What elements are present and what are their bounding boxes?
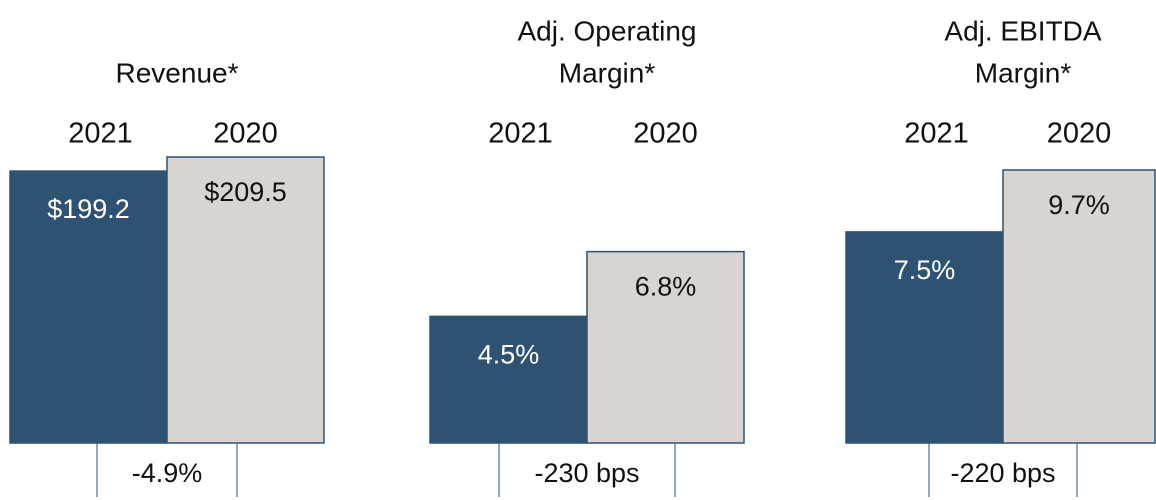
bar: [845, 231, 1004, 444]
value-label: $199.2: [47, 194, 130, 224]
chart-title: Adj. EBITDA: [944, 15, 1101, 46]
chart-title: Adj. Operating: [518, 15, 697, 46]
change-label: -220 bps: [950, 458, 1055, 488]
bar: [9, 170, 168, 444]
chart-title: Revenue*: [116, 57, 239, 88]
bar: [429, 315, 588, 444]
chart-title: Margin*: [559, 57, 656, 88]
value-label: 9.7%: [1048, 190, 1110, 220]
value-label: 4.5%: [478, 339, 540, 369]
category-label: 2021: [68, 118, 133, 150]
bar: [586, 250, 745, 444]
change-label: -230 bps: [534, 458, 639, 488]
bar: [1002, 169, 1156, 444]
category-label: 2020: [633, 118, 698, 150]
category-label: 2021: [488, 118, 553, 150]
value-label: 7.5%: [894, 255, 956, 285]
bar: [166, 156, 325, 444]
change-label: -4.9%: [132, 458, 203, 488]
chart-title: Margin*: [975, 57, 1072, 88]
value-label: $209.5: [204, 177, 287, 207]
category-label: 2020: [213, 118, 278, 150]
value-label: 6.8%: [635, 272, 697, 302]
category-label: 2021: [904, 118, 969, 150]
category-label: 2020: [1047, 118, 1112, 150]
